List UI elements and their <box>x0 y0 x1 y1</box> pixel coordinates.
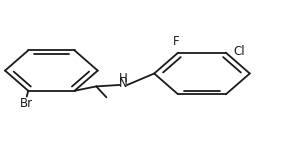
Text: Cl: Cl <box>233 45 245 58</box>
Text: Br: Br <box>20 97 33 110</box>
Text: H: H <box>119 72 128 85</box>
Text: F: F <box>173 35 180 48</box>
Text: N: N <box>119 77 128 90</box>
